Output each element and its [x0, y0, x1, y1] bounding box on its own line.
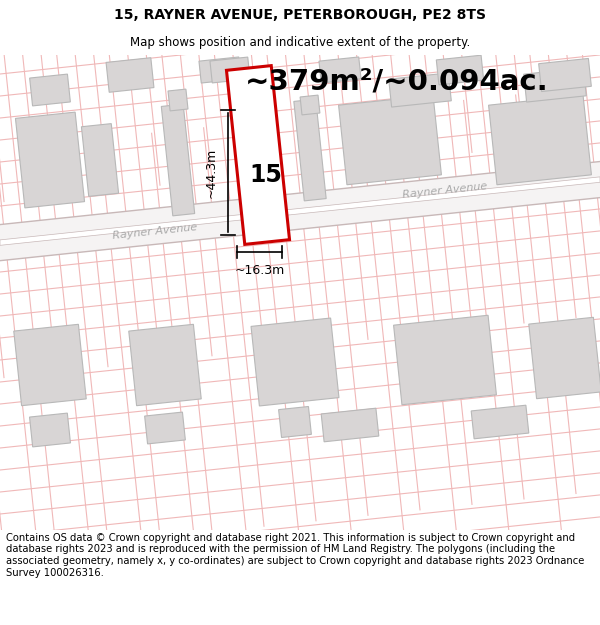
Polygon shape — [129, 324, 201, 406]
Polygon shape — [539, 59, 592, 91]
Text: ~379m²/~0.094ac.: ~379m²/~0.094ac. — [245, 68, 549, 96]
Polygon shape — [278, 406, 311, 437]
Polygon shape — [471, 405, 529, 439]
Polygon shape — [524, 68, 586, 102]
Text: 15: 15 — [250, 163, 283, 187]
Polygon shape — [0, 177, 600, 246]
Polygon shape — [106, 58, 154, 92]
Text: 15, RAYNER AVENUE, PETERBOROUGH, PE2 8TS: 15, RAYNER AVENUE, PETERBOROUGH, PE2 8TS — [114, 8, 486, 22]
Polygon shape — [16, 112, 85, 208]
Polygon shape — [529, 318, 600, 399]
Polygon shape — [168, 89, 188, 111]
Polygon shape — [300, 95, 320, 115]
Polygon shape — [82, 124, 119, 196]
Text: Rayner Avenue: Rayner Avenue — [112, 222, 198, 241]
Polygon shape — [394, 315, 496, 405]
Text: ~44.3m: ~44.3m — [205, 148, 218, 198]
Polygon shape — [294, 99, 326, 201]
Polygon shape — [226, 66, 290, 244]
Text: ~16.3m: ~16.3m — [235, 264, 284, 277]
Polygon shape — [251, 318, 339, 406]
Polygon shape — [161, 104, 194, 216]
Polygon shape — [0, 161, 600, 261]
Polygon shape — [389, 73, 451, 107]
Polygon shape — [488, 95, 592, 185]
Polygon shape — [436, 55, 484, 85]
Polygon shape — [210, 57, 250, 83]
Polygon shape — [338, 95, 442, 185]
Polygon shape — [29, 74, 70, 106]
Text: Map shows position and indicative extent of the property.: Map shows position and indicative extent… — [130, 36, 470, 49]
Polygon shape — [199, 57, 241, 83]
Polygon shape — [145, 412, 185, 444]
Polygon shape — [321, 408, 379, 442]
Text: Rayner Avenue: Rayner Avenue — [402, 181, 488, 200]
Polygon shape — [319, 57, 361, 83]
Polygon shape — [14, 324, 86, 406]
Text: Contains OS data © Crown copyright and database right 2021. This information is : Contains OS data © Crown copyright and d… — [6, 533, 584, 578]
Polygon shape — [29, 413, 70, 447]
